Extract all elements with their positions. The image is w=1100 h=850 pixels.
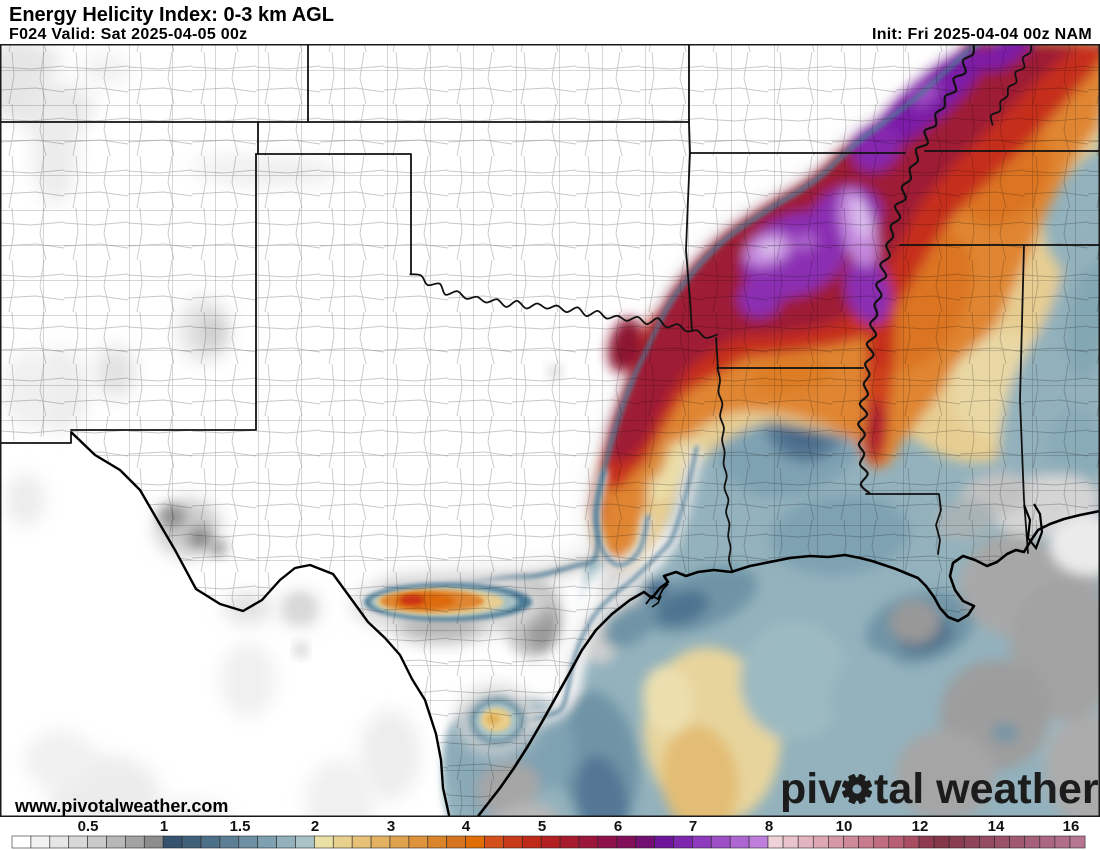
svg-text:12: 12 (912, 818, 929, 835)
svg-text:1.5: 1.5 (230, 818, 251, 835)
svg-text:Energy Helicity Index: 0-3 km: Energy Helicity Index: 0-3 km AGL (9, 4, 334, 26)
svg-text:Init: Fri 2025-04-04 00z NAM: Init: Fri 2025-04-04 00z NAM (872, 26, 1092, 43)
svg-text:2: 2 (311, 818, 319, 835)
svg-text:F024 Valid: Sat 2025-04-05 00z: F024 Valid: Sat 2025-04-05 00z (9, 26, 247, 43)
svg-text:6: 6 (614, 818, 622, 835)
svg-text:10: 10 (836, 818, 853, 835)
svg-text:8: 8 (765, 818, 773, 835)
svg-text:tal weather: tal weather (874, 765, 1099, 813)
svg-text:1: 1 (160, 818, 168, 835)
svg-text:16: 16 (1063, 818, 1080, 835)
svg-text:14: 14 (988, 818, 1005, 835)
svg-text:7: 7 (689, 818, 697, 835)
svg-text:3: 3 (387, 818, 395, 835)
svg-text:5: 5 (538, 818, 546, 835)
svg-text:0.5: 0.5 (78, 818, 99, 835)
svg-text:www.pivotalweather.com: www.pivotalweather.com (14, 796, 228, 816)
svg-text:piv: piv (780, 765, 842, 813)
svg-text:4: 4 (462, 818, 471, 835)
